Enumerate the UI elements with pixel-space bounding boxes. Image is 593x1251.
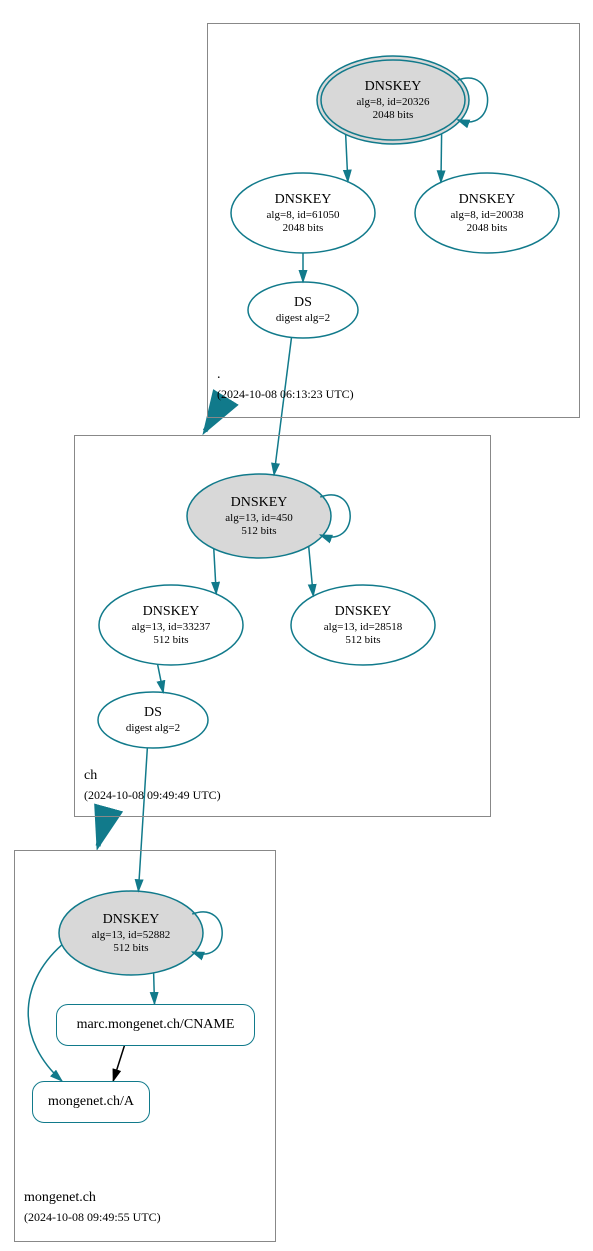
zone-root <box>207 23 580 418</box>
zone-ch <box>74 435 491 817</box>
zone-timestamp-ch: (2024-10-08 09:49:49 UTC) <box>84 788 221 803</box>
zone-timestamp-mongenet: (2024-10-08 09:49:55 UTC) <box>24 1210 161 1225</box>
zone-label-mongenet: mongenet.ch <box>24 1190 96 1206</box>
rrset-cname: marc.mongenet.ch/CNAME <box>56 1004 255 1046</box>
zone-label-ch: ch <box>84 768 97 784</box>
zone-label-root: . <box>217 367 221 383</box>
rrset-a: mongenet.ch/A <box>32 1081 150 1123</box>
zone-timestamp-root: (2024-10-08 06:13:23 UTC) <box>217 387 354 402</box>
zone-mongenet <box>14 850 276 1242</box>
